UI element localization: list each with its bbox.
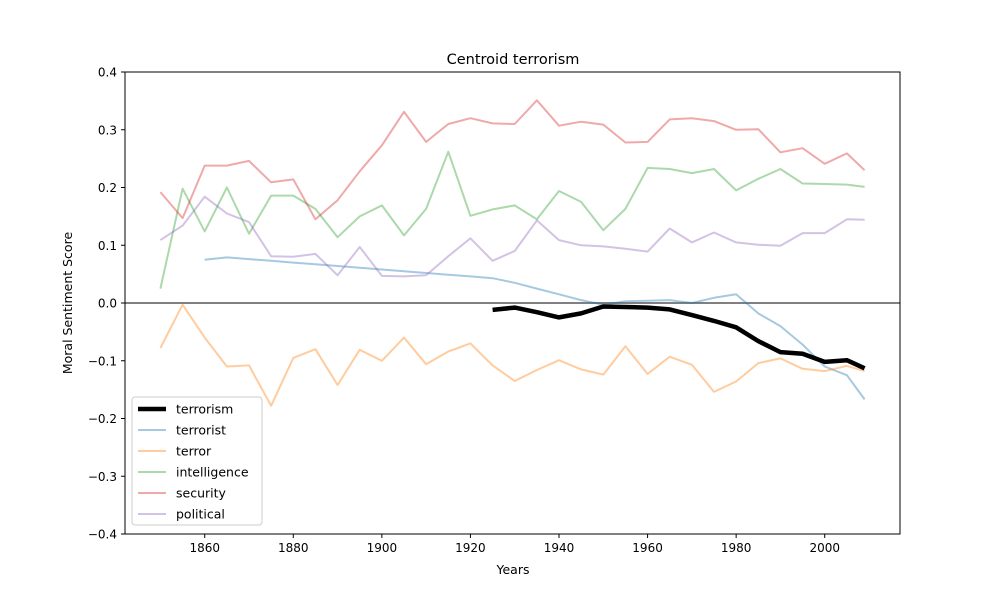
series-line-security bbox=[159, 99, 866, 221]
legend-label-terrorism: terrorism bbox=[176, 402, 233, 417]
y-tick-label: −0.4 bbox=[88, 528, 117, 542]
y-tick-label: −0.3 bbox=[88, 470, 117, 484]
x-tick-label: 1960 bbox=[632, 541, 663, 555]
x-tick-label: 1940 bbox=[544, 541, 575, 555]
x-tick-label: 1920 bbox=[455, 541, 486, 555]
legend-label-terrorist: terrorist bbox=[176, 423, 226, 438]
series-layer bbox=[159, 99, 866, 407]
y-tick-label: 0.4 bbox=[98, 66, 117, 80]
x-axis: 1860 1880 1900 1920 1940 1960 1980 2000 bbox=[189, 534, 840, 555]
series-line-terror bbox=[159, 303, 865, 407]
series-line-political bbox=[159, 195, 865, 278]
chart-title: Centroid terrorism bbox=[447, 52, 580, 68]
series-line-terrorism bbox=[492, 304, 866, 371]
y-tick-label: 0.1 bbox=[98, 239, 117, 253]
series-line-intelligence bbox=[159, 150, 865, 289]
series-line-terrorist bbox=[204, 256, 866, 400]
x-tick-label: 1880 bbox=[278, 541, 309, 555]
y-tick-label: −0.2 bbox=[88, 412, 117, 426]
legend-label-intelligence: intelligence bbox=[176, 465, 249, 480]
x-axis-label: Years bbox=[496, 562, 530, 577]
y-tick-label: 0.0 bbox=[98, 297, 117, 311]
y-tick-label: 0.2 bbox=[98, 181, 117, 195]
y-tick-label: 0.3 bbox=[98, 123, 117, 137]
y-axis: −0.4 −0.3 −0.2 −0.1 0.0 0.1 0.2 0.3 0.4 bbox=[88, 66, 125, 542]
x-tick-label: 1900 bbox=[367, 541, 398, 555]
y-axis-label: Moral Sentiment Score bbox=[60, 232, 75, 375]
x-tick-label: 1980 bbox=[721, 541, 752, 555]
x-tick-label: 2000 bbox=[809, 541, 840, 555]
legend-box bbox=[131, 396, 263, 526]
x-tick-label: 1860 bbox=[189, 541, 220, 555]
legend-label-political: political bbox=[176, 507, 225, 522]
y-tick-label: −0.1 bbox=[88, 354, 117, 368]
legend-label-terror: terror bbox=[176, 444, 212, 459]
legend: terrorism terrorist terror intelligence secu… bbox=[131, 396, 263, 526]
legend-label-security: security bbox=[176, 486, 227, 501]
